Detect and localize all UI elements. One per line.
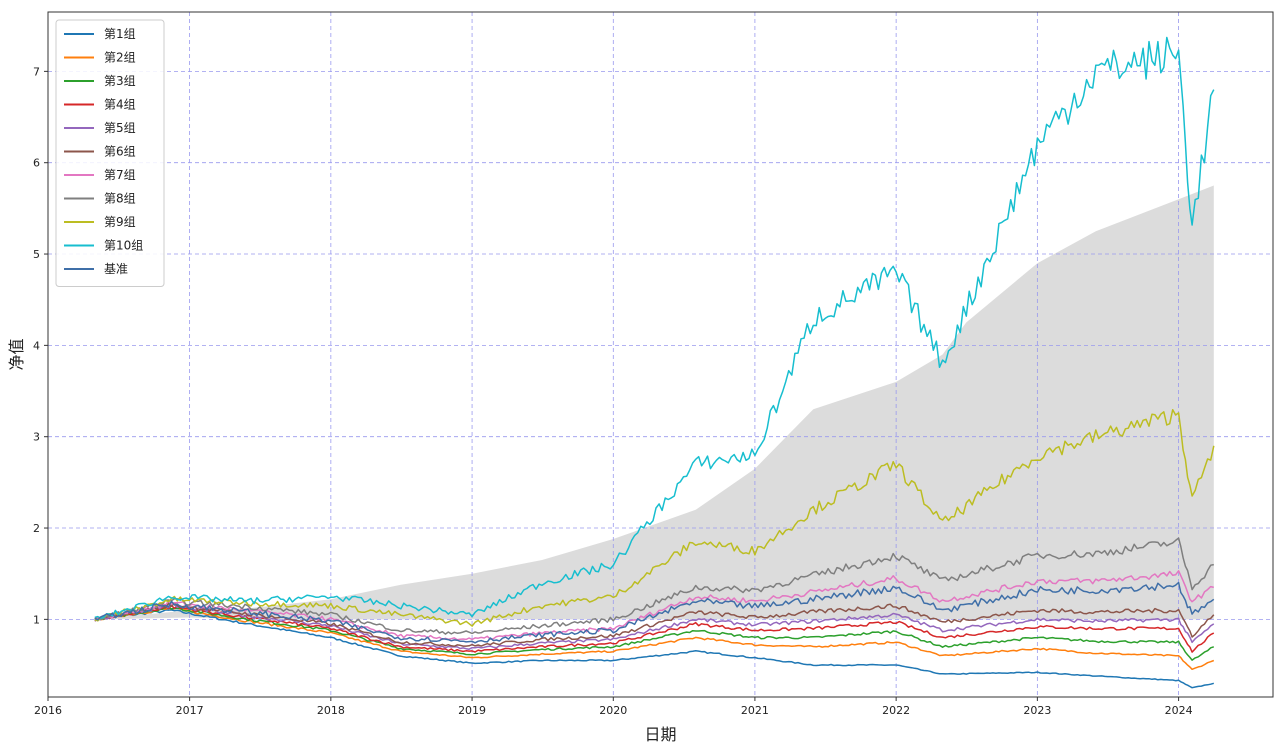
legend-label: 第6组 (104, 145, 136, 159)
axis-layer: 2016 2017 2018 2019 2020 2021 2022 2023 2024 1 2 3 4… (33, 11, 1274, 717)
legend-label: 第10组 (104, 239, 143, 253)
y-tick-label: 6 (33, 157, 40, 170)
x-tick-label: 2018 (317, 704, 345, 717)
legend-label: 第2组 (104, 51, 136, 65)
legend-label: 第4组 (104, 98, 136, 112)
series-line-10 (94, 36, 1215, 620)
y-tick-label: 2 (33, 522, 40, 535)
legend-label: 第8组 (104, 192, 136, 206)
series-line-4 (94, 604, 1215, 653)
x-tick-label: 2022 (882, 704, 910, 717)
y-tick-label: 5 (33, 248, 40, 261)
grid-layer (47, 12, 1273, 697)
x-tick-label: 2019 (458, 704, 486, 717)
legend-label: 第5组 (104, 121, 136, 135)
series-line-9 (94, 408, 1215, 627)
legend-label: 第7组 (104, 168, 136, 182)
series-line-7 (94, 570, 1214, 641)
legend-box (55, 19, 165, 287)
benchmark-fill-area (94, 185, 1214, 620)
series-line-5 (94, 603, 1215, 650)
series-line-6 (94, 602, 1215, 648)
x-tick-label: 2020 (599, 704, 627, 717)
legend-label: 第1组 (104, 27, 136, 41)
plot-frame (47, 11, 1274, 698)
x-tick-label: 2017 (176, 704, 204, 717)
x-tick-label: 2024 (1165, 704, 1193, 717)
y-tick-label: 4 (33, 339, 40, 352)
y-tick-label: 1 (33, 613, 40, 626)
legend-label: 基准 (104, 262, 128, 276)
y-tick-label: 3 (33, 431, 40, 444)
y-tick-label: 7 (33, 65, 40, 78)
legend-label: 第3组 (104, 74, 136, 88)
series-line-3 (94, 606, 1215, 661)
series-line-1 (94, 609, 1215, 689)
fill-area-layer (94, 185, 1214, 620)
legend-label: 第9组 (104, 215, 136, 229)
x-tick-label: 2023 (1023, 704, 1051, 717)
series-line-2 (94, 607, 1215, 671)
series-line-8 (94, 537, 1214, 635)
x-tick-label: 2021 (741, 704, 769, 717)
y-axis-label: 净值 (7, 338, 26, 370)
x-axis-label: 日期 (644, 725, 676, 744)
x-tick-label: 2016 (34, 704, 62, 717)
series-line-11 (94, 581, 1215, 644)
series-layer (94, 36, 1215, 689)
